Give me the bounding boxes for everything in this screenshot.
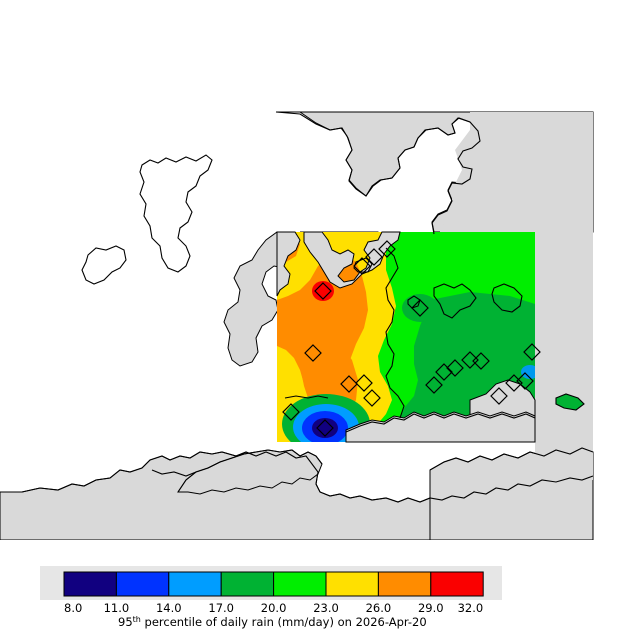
land-over-domain-group — [276, 231, 593, 480]
colorbar-band-1 — [115, 571, 170, 597]
colorbar-band-7 — [430, 571, 484, 597]
coast-southwest-main — [0, 451, 594, 503]
colorbar-tick-label: 29.0 — [418, 601, 444, 615]
station-marker — [472, 352, 490, 370]
colorbar-band-6 — [377, 571, 432, 597]
colorbar-caption-number: 95 — [118, 615, 133, 629]
coast-southwest-inner — [177, 449, 323, 493]
station-marker — [523, 343, 541, 361]
station-marker — [516, 372, 534, 390]
contour-blob-green-central — [402, 294, 438, 322]
colorbar-band-2 — [168, 571, 222, 597]
colorbar-caption-main: percentile of daily rain (mm/day) on 202… — [141, 615, 427, 629]
contour-fill-group — [277, 232, 535, 442]
coast-lake-central — [407, 295, 421, 309]
colorbar-band-3 — [220, 571, 275, 597]
station-marker — [425, 376, 443, 394]
station-marker — [505, 374, 523, 392]
colorbar-tick-label: 26.0 — [366, 601, 392, 615]
coast-domain-south — [345, 413, 536, 433]
colorbar-tick-labels: 8.0 11.0 14.0 17.0 20.0 23.0 26.0 29.0 3… — [64, 601, 483, 615]
colorbar-tick-label: 17.0 — [208, 601, 234, 615]
station-marker — [355, 374, 373, 392]
colorbar-bands — [63, 571, 484, 597]
contour-low-core-8-11 — [312, 418, 338, 438]
coast-lake-northeast — [353, 257, 373, 273]
colorbar-tick-label: 11.0 — [104, 601, 130, 615]
station-marker — [378, 240, 396, 258]
colorbar-caption: 95th percentile of daily rain (mm/day) o… — [118, 615, 427, 629]
contour-blue-patch-east — [521, 365, 535, 379]
colorbar-band-5 — [325, 571, 379, 597]
station-marker — [316, 419, 334, 437]
coast-island-east-small — [555, 393, 585, 411]
station-marker — [365, 248, 383, 266]
colorbar-band-4 — [273, 571, 327, 597]
coast-southwest-inlet — [151, 469, 197, 477]
colorbar-tick-label: 14.0 — [156, 601, 182, 615]
coast-lake-east-1 — [433, 283, 477, 319]
station-marker — [363, 389, 381, 407]
station-marker — [435, 363, 453, 381]
land-domain-central — [303, 231, 401, 289]
station-marker — [340, 375, 358, 393]
coast-lake-east-2 — [491, 283, 523, 313]
colorbar-band-0 — [63, 571, 117, 597]
coast-domain-inner — [385, 247, 405, 419]
station-marker — [314, 282, 332, 300]
colorbar-tick-label: 20.0 — [261, 601, 287, 615]
colorbar: 8.0 11.0 14.0 17.0 20.0 23.0 26.0 29.0 3… — [40, 566, 502, 629]
station-marker-group — [282, 240, 541, 437]
station-marker — [461, 351, 479, 369]
colorbar-tick-label: 32.0 — [458, 601, 484, 615]
coast-southeast-detail — [429, 447, 594, 471]
map-canvas — [0, 111, 594, 540]
colorbar-tick-label: 23.0 — [313, 601, 339, 615]
land-domain-northwest — [276, 231, 301, 297]
coastline-group — [0, 111, 594, 503]
coast-island-northwest — [139, 154, 213, 273]
colorbar-caption-superscript: th — [133, 615, 141, 624]
coast-island-southwest — [81, 245, 127, 285]
coast-river-west — [284, 395, 329, 399]
station-marker — [353, 257, 371, 275]
land-domain-east-margin — [535, 232, 593, 480]
station-marker — [304, 344, 322, 362]
land-domain-south-strip — [345, 411, 536, 443]
contour-hotspot-red — [312, 281, 334, 301]
coast-northeast — [275, 111, 481, 235]
colorbar-tick-label: 8.0 — [64, 601, 82, 615]
station-marker — [446, 359, 464, 377]
station-marker — [411, 299, 429, 317]
station-marker — [490, 387, 508, 405]
station-marker — [282, 403, 300, 421]
